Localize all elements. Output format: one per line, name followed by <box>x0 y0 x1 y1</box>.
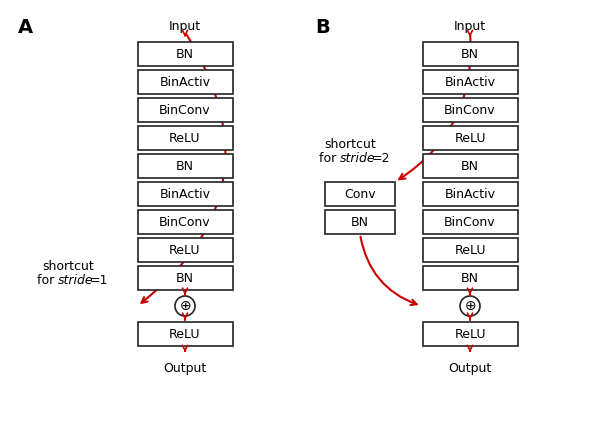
Text: Input: Input <box>454 20 486 33</box>
Text: BN: BN <box>176 271 194 285</box>
Text: =1: =1 <box>90 274 109 287</box>
Text: $\oplus$: $\oplus$ <box>179 299 191 313</box>
Text: =2: =2 <box>372 152 391 165</box>
Bar <box>422 126 517 150</box>
Text: Conv: Conv <box>344 187 376 201</box>
Text: BinActiv: BinActiv <box>160 187 211 201</box>
FancyArrowPatch shape <box>399 35 470 179</box>
Text: stride: stride <box>340 152 376 165</box>
Text: BN: BN <box>176 47 194 61</box>
Text: ReLU: ReLU <box>454 132 486 145</box>
Bar <box>422 154 517 178</box>
Bar <box>137 154 233 178</box>
Bar <box>422 238 517 262</box>
Bar <box>137 98 233 122</box>
Text: BinActiv: BinActiv <box>445 76 496 88</box>
Text: ReLU: ReLU <box>454 328 486 340</box>
Circle shape <box>460 296 480 316</box>
Circle shape <box>175 296 195 316</box>
Text: BN: BN <box>461 160 479 172</box>
Bar <box>422 42 517 66</box>
Bar <box>137 266 233 290</box>
Bar <box>137 126 233 150</box>
Text: for: for <box>319 152 340 165</box>
Text: for: for <box>37 274 58 287</box>
Bar <box>137 70 233 94</box>
Bar <box>422 182 517 206</box>
Text: ReLU: ReLU <box>169 132 201 145</box>
Text: BinConv: BinConv <box>444 216 496 229</box>
Bar <box>325 210 395 234</box>
Text: shortcut: shortcut <box>324 138 376 152</box>
Text: BinConv: BinConv <box>444 103 496 117</box>
Bar <box>422 98 517 122</box>
Text: BN: BN <box>351 216 369 229</box>
Bar <box>422 322 517 346</box>
Text: BinConv: BinConv <box>159 216 211 229</box>
Text: Input: Input <box>169 20 201 33</box>
Text: ReLU: ReLU <box>169 244 201 256</box>
Bar <box>422 266 517 290</box>
Text: Output: Output <box>448 362 491 375</box>
Text: B: B <box>315 18 330 37</box>
Text: Output: Output <box>163 362 206 375</box>
Bar <box>137 182 233 206</box>
FancyArrowPatch shape <box>142 34 226 303</box>
Text: BinActiv: BinActiv <box>160 76 211 88</box>
Text: ReLU: ReLU <box>169 328 201 340</box>
Text: BN: BN <box>461 47 479 61</box>
Text: BN: BN <box>176 160 194 172</box>
Bar <box>422 70 517 94</box>
Bar <box>137 210 233 234</box>
Bar <box>325 182 395 206</box>
Text: A: A <box>18 18 33 37</box>
Text: BN: BN <box>461 271 479 285</box>
Text: ReLU: ReLU <box>454 244 486 256</box>
Text: BinConv: BinConv <box>159 103 211 117</box>
Text: shortcut: shortcut <box>42 260 94 274</box>
Text: $\oplus$: $\oplus$ <box>464 299 476 313</box>
Bar <box>137 238 233 262</box>
Bar <box>422 210 517 234</box>
Bar <box>137 322 233 346</box>
Text: stride: stride <box>58 274 94 287</box>
FancyArrowPatch shape <box>361 237 416 305</box>
Bar <box>137 42 233 66</box>
Text: BinActiv: BinActiv <box>445 187 496 201</box>
